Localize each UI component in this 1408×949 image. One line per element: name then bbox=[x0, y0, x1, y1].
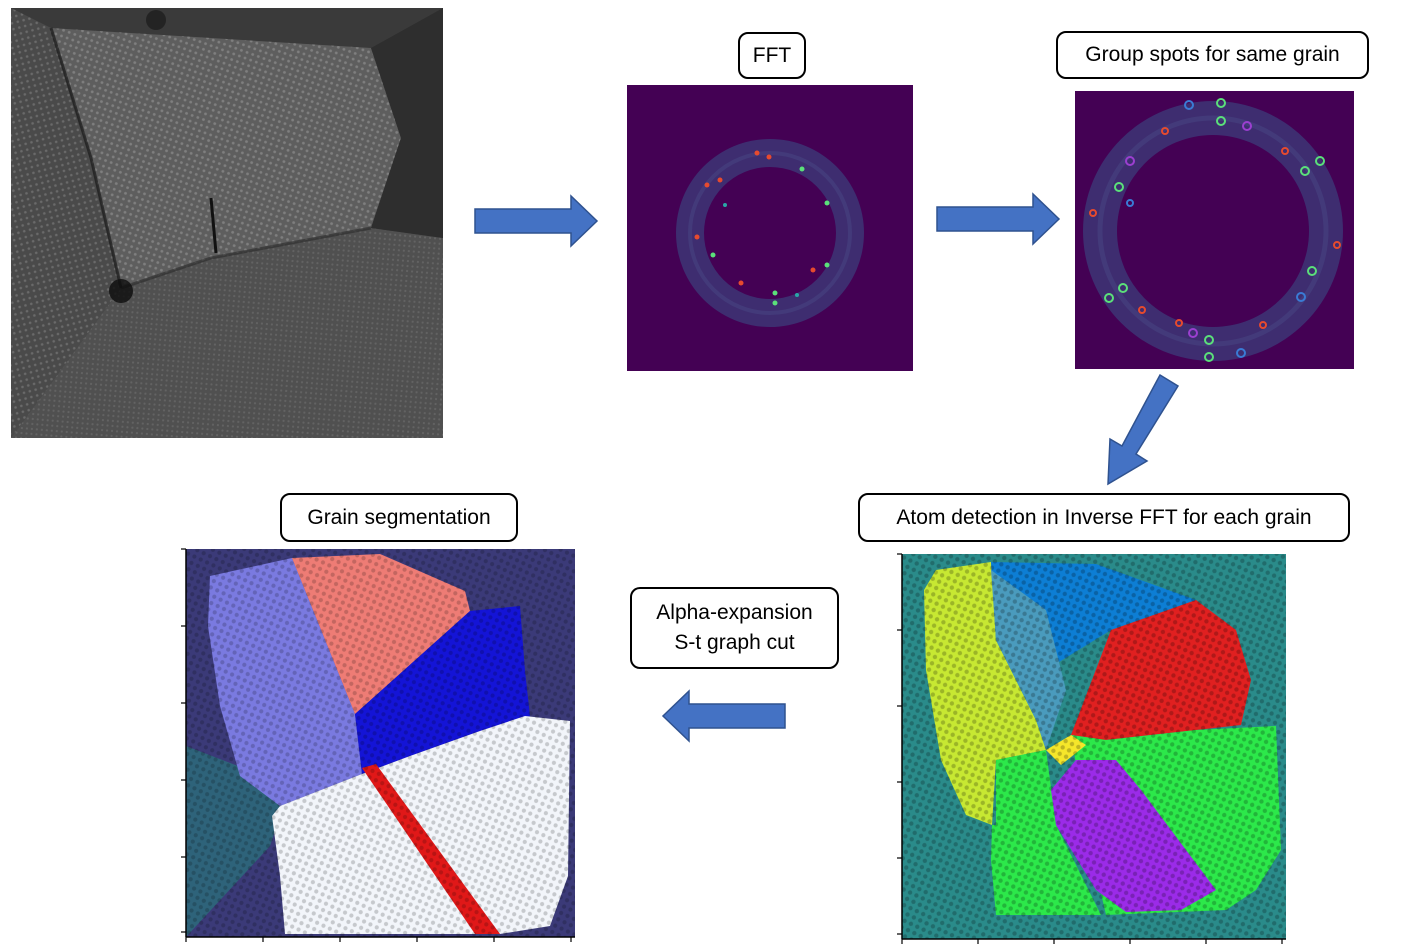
segmentation-map bbox=[180, 546, 578, 942]
down-left-arrow-icon bbox=[1107, 373, 1180, 486]
atom-detection-label: Atom detection in Inverse FFT for each g… bbox=[858, 493, 1350, 542]
group-spots-label: Group spots for same grain bbox=[1056, 31, 1369, 79]
grouped-spots bbox=[1075, 91, 1354, 369]
fft-label: FFT bbox=[738, 32, 806, 79]
stem-image bbox=[11, 8, 443, 438]
grouped-spot-markers bbox=[1089, 98, 1341, 362]
graph-cut-line-1: Alpha-expansion bbox=[656, 601, 813, 624]
fft-spots bbox=[694, 150, 830, 306]
segmentation-label: Grain segmentation bbox=[280, 493, 518, 542]
graph-cut-line-2: S-t graph cut bbox=[674, 631, 795, 654]
right-arrow-icon bbox=[936, 192, 1061, 246]
right-arrow-icon bbox=[474, 194, 599, 248]
fft-spectrum bbox=[627, 85, 913, 371]
left-arrow-icon bbox=[661, 689, 786, 743]
atom-detection-map bbox=[896, 550, 1296, 945]
graph-cut-label: Alpha-expansion S-t graph cut bbox=[630, 587, 839, 669]
